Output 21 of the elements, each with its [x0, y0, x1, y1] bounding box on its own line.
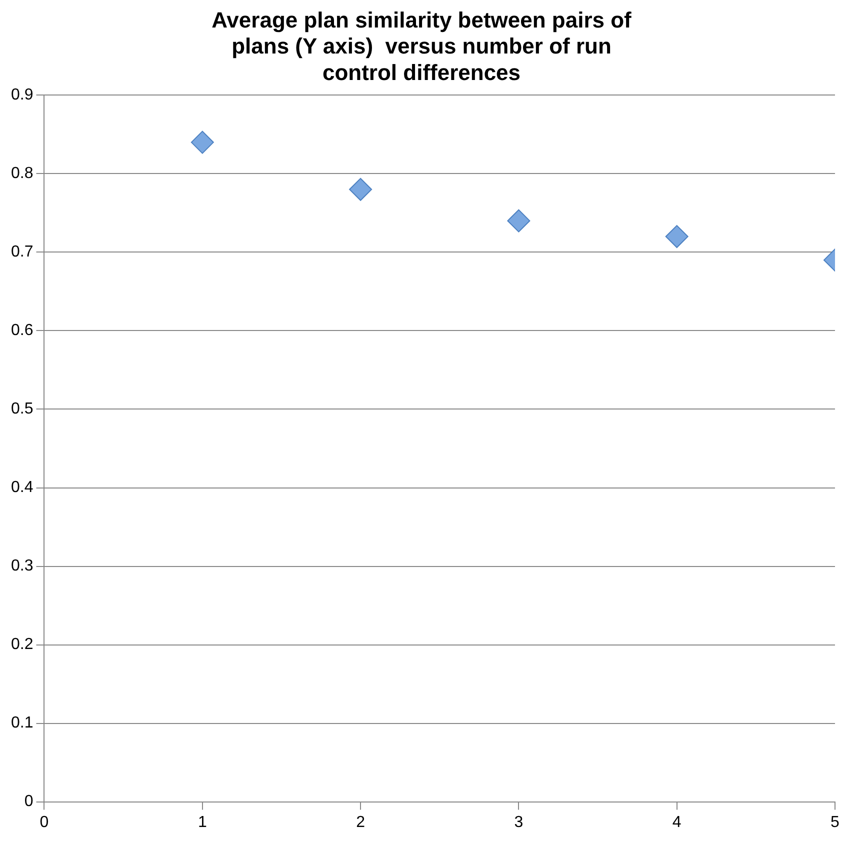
y-tick-label: 0.5 [10, 400, 34, 418]
y-tick-label: 0.3 [10, 558, 34, 575]
y-tick-label: 0.6 [10, 322, 34, 340]
x-tick-label: 0 [40, 814, 49, 831]
x-tick-label: 2 [356, 814, 366, 831]
point [507, 209, 530, 232]
point [665, 225, 688, 248]
point [190, 130, 214, 154]
y-tick-label: 0.9 [10, 86, 34, 104]
chart-title: Average plan similarity between pairs of plans (Y axis) versus number of run control differences [212, 7, 632, 86]
y-tick-label: 0.8 [10, 165, 34, 182]
x-tick-label: 1 [198, 814, 207, 831]
y-tick-label: 0.2 [10, 636, 34, 654]
y-tick-label: 0.7 [10, 244, 34, 261]
x-tick-label: 3 [514, 814, 524, 831]
point [349, 178, 372, 201]
y-tick-label: 0.1 [10, 714, 34, 732]
x-tick-label: 4 [672, 814, 682, 831]
y-tick-label: 0.4 [10, 479, 34, 496]
y-tick-label: 0 [24, 793, 34, 810]
x-tick-label: 5 [830, 814, 840, 831]
